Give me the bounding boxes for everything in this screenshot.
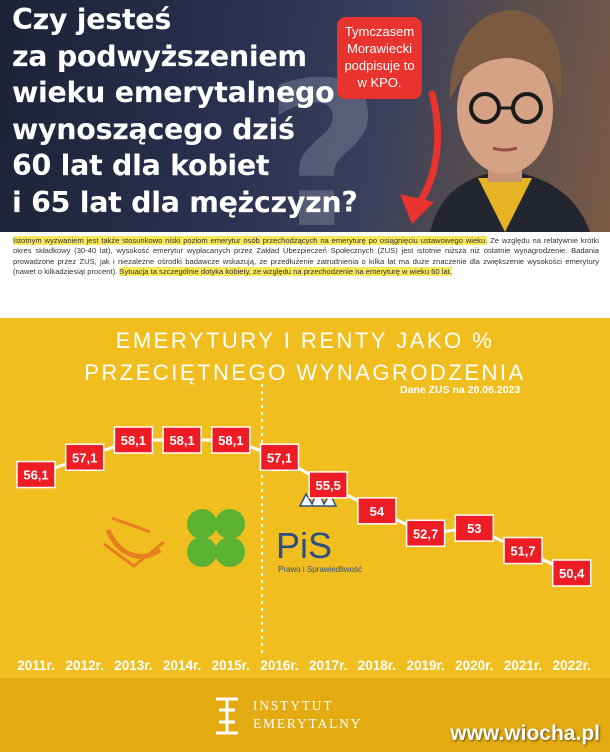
data-label: 58,1 <box>169 433 194 448</box>
data-label: 57,1 <box>72 450 97 465</box>
data-point-box <box>405 519 446 548</box>
chart-title: EMERYTURY I RENTY JAKO % <box>115 328 495 353</box>
headline-line: za podwyższeniem <box>12 39 307 73</box>
data-label: 58,1 <box>121 433 146 448</box>
red-arrow-icon <box>400 90 442 224</box>
x-tick-label: 2016r. <box>260 658 298 673</box>
meme-panel: ? Czy jesteś za podwyższeniem wieku emer… <box>0 0 610 232</box>
excerpt-body: Ze względu na relatywnie krótki okres sk… <box>13 236 599 276</box>
data-point-box <box>259 443 300 472</box>
x-tick-label: 2014r. <box>163 658 201 673</box>
bubble-line: Tymczasem <box>344 24 415 39</box>
excerpt-paragraph: Istotnym wyzwaniem jest także stosunkowo… <box>13 236 599 277</box>
data-point-box <box>308 471 348 499</box>
x-tick-label: 2011r. <box>17 658 55 673</box>
x-tick-label: 2012r. <box>66 658 104 673</box>
party-logo-icon <box>103 516 165 568</box>
portrait-photo <box>430 10 590 232</box>
highlight-1: Istotnym wyzwaniem jest także stosunkowo… <box>13 236 488 245</box>
watermark: www.wiocha.pl <box>450 722 600 745</box>
data-point-box <box>211 426 251 454</box>
data-label: 57,1 <box>267 450 292 465</box>
x-tick-label: 2018r. <box>358 658 396 673</box>
data-label: 58,1 <box>218 433 243 448</box>
data-point-box <box>162 426 202 454</box>
data-point-box <box>357 497 397 525</box>
data-label: 50,4 <box>559 566 585 581</box>
headline-line: 60 lat dla kobiet <box>12 149 270 182</box>
institute-name-line2: EMERYTALNY <box>253 716 363 731</box>
data-point-box <box>454 514 495 542</box>
data-label: 52,7 <box>413 526 438 541</box>
pis-logo-text: PiS <box>276 525 332 566</box>
pension-chart: EMERYTURY I RENTY JAKO % PRZECIĘTNEGO WY… <box>0 318 610 752</box>
data-point-box <box>113 426 154 454</box>
data-label: 51,7 <box>510 544 535 559</box>
chart-plot: PiS Prawo i Sprawiedliwość 56,1 2011r. 57,… <box>16 384 592 673</box>
headline-line: i 65 lat dla mężczyzn? <box>12 185 358 219</box>
document-excerpt: Istotnym wyzwaniem jest także stosunkowo… <box>0 232 610 318</box>
headline-line: wynoszącego dziś <box>12 112 295 146</box>
x-tick-label: 2017r. <box>309 658 347 673</box>
chart-subtitle: PRZECIĘTNEGO WYNAGRODZENIA <box>84 360 526 385</box>
data-label: 54 <box>370 504 385 519</box>
headline-line: wieku emerytalnego <box>12 76 335 109</box>
meme-headline: Czy jesteś za podwyższeniem wieku emeryt… <box>12 2 372 221</box>
data-label: 53 <box>467 521 481 536</box>
x-tick-label: 2015r. <box>212 658 250 673</box>
data-point-box <box>503 536 543 565</box>
pis-logo-subtitle: Prawo i Sprawiedliwość <box>278 565 362 574</box>
x-tick-label: 2020r. <box>455 658 493 673</box>
institute-name-line1: INSTYTUT <box>253 698 334 713</box>
data-label: 55,5 <box>316 478 341 493</box>
data-point-box <box>16 460 56 489</box>
x-tick-label: 2013r. <box>114 658 152 673</box>
clover-logo-icon <box>187 509 245 567</box>
bubble-line: w KPO. <box>357 75 402 90</box>
bubble-line: Morawiecki <box>346 41 412 56</box>
institute-logo-icon <box>216 697 238 735</box>
x-tick-label: 2021r. <box>504 658 542 673</box>
data-label: 56,1 <box>23 468 48 483</box>
headline-line: Czy jesteś <box>12 3 171 36</box>
pis-logo-icon: PiS Prawo i Sprawiedliwość <box>276 488 362 574</box>
x-tick-label: 2022r. <box>553 658 591 673</box>
chart-footer: INSTYTUT EMERYTALNY www.wiocha.pl <box>0 678 610 752</box>
highlight-2: Sytuacja ta szczególnie dotyka kobiety, … <box>119 266 452 276</box>
data-point-box <box>64 443 105 472</box>
chart-source: Dane ZUS na 20.06.2023 <box>400 384 521 396</box>
x-tick-label: 2019r. <box>406 658 444 673</box>
comment-bubble: Tymczasem Morawiecki podpisuje to w KPO. <box>337 17 422 99</box>
data-point-box <box>551 559 592 587</box>
bubble-line: podpisuje to <box>344 58 415 73</box>
